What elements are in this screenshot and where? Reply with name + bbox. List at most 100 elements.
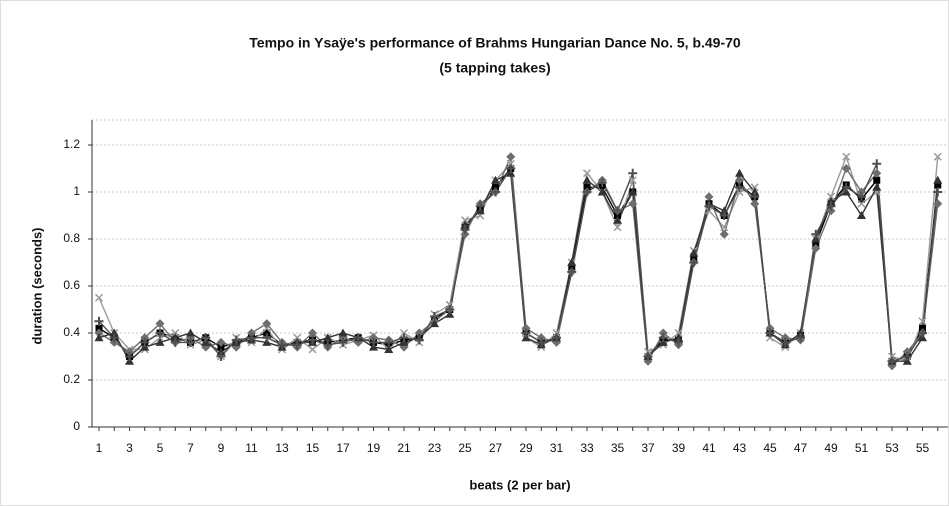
marker [674,333,683,342]
marker [399,333,409,343]
marker [277,340,287,350]
marker [506,152,516,162]
marker [445,305,455,314]
marker [247,333,256,343]
marker [826,201,836,211]
marker [460,225,470,235]
marker [216,337,226,347]
x-tick-label: 35 [611,441,625,455]
x-tick-label: 7 [187,441,194,455]
marker [460,229,470,239]
marker [460,220,470,229]
marker [491,187,500,197]
marker [369,337,378,347]
marker [460,216,470,225]
marker [582,175,592,184]
marker [628,168,638,178]
y-axis-title: duration (seconds) [29,227,44,344]
marker [826,196,836,205]
marker [872,182,882,191]
marker [109,328,119,337]
marker [841,182,851,192]
marker [735,168,744,177]
x-tick-label: 33 [580,441,594,455]
marker [247,328,256,338]
x-axis-title: beats (2 per bar) [469,477,570,492]
x-tick-label: 15 [306,441,320,455]
marker [292,340,302,350]
x-tick-label: 41 [702,441,716,455]
marker [872,159,882,169]
marker [308,335,317,345]
marker [94,328,104,338]
x-tick-label: 43 [733,441,747,455]
x-tick-label: 49 [824,441,838,455]
y-tick-label: 1 [73,184,80,198]
x-tick-label: 9 [218,441,225,455]
marker [155,328,165,338]
marker [689,248,699,257]
marker [811,229,821,239]
marker [308,328,317,338]
x-tick-label: 53 [885,441,899,455]
chart-title: Tempo in Ysaÿe's performance of Brahms H… [249,35,741,51]
marker [674,328,683,338]
marker [125,352,134,361]
x-tick-label: 25 [458,441,472,455]
marker [414,335,424,345]
marker [750,183,759,192]
marker [125,347,134,357]
marker [674,337,683,347]
marker [217,343,225,351]
marker [704,192,714,202]
x-tick-label: 29 [519,441,533,455]
x-tick-label: 27 [489,441,503,455]
marker [765,328,775,338]
marker [552,328,561,338]
marker [262,333,272,343]
marker [597,187,607,196]
marker [536,333,546,343]
marker [140,337,150,347]
marker [704,201,714,211]
marker [155,337,165,346]
marker [109,333,119,343]
marker [262,319,272,329]
marker [140,333,150,343]
marker [568,263,576,271]
marker [323,340,333,350]
x-tick-label: 13 [275,441,289,455]
marker [857,187,866,197]
marker [842,152,851,161]
marker [94,333,104,342]
marker [308,345,317,354]
marker [934,181,942,189]
marker [918,317,927,326]
marker [873,176,881,184]
marker [567,258,577,266]
marker [643,347,653,356]
marker [643,352,653,361]
marker [582,169,592,178]
marker [583,183,591,191]
y-tick-label: 0.2 [63,372,80,386]
marker [414,328,424,338]
marker [445,300,454,309]
x-tick-label: 51 [855,441,869,455]
y-tick-label: 0.8 [63,231,80,245]
marker [338,337,348,347]
marker [719,229,729,239]
marker [216,347,226,356]
marker [704,206,714,215]
marker [582,187,592,197]
marker [109,337,119,347]
marker [521,323,531,333]
marker [902,352,912,361]
marker [857,192,866,202]
marker [933,175,943,184]
marker [186,328,195,337]
marker [857,211,866,219]
marker [186,337,195,347]
marker [598,183,606,191]
marker [384,337,394,347]
